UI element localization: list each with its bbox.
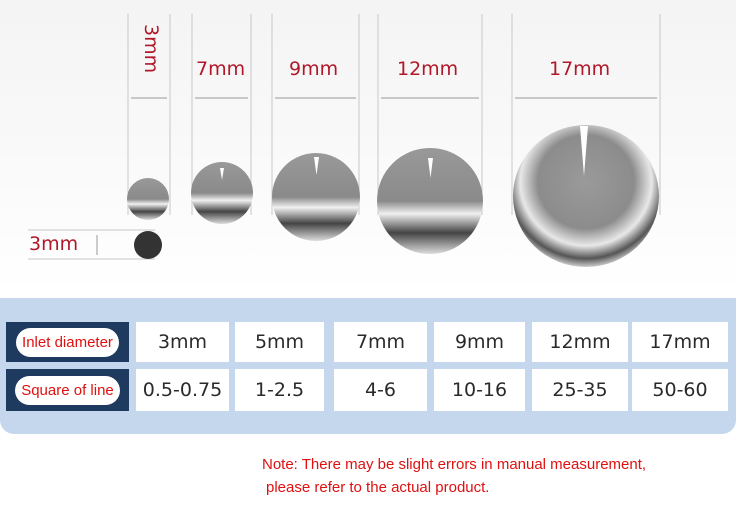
square-cell: 10-16 (434, 369, 525, 411)
terminal-9mm (272, 153, 360, 241)
header-square-of-line: Square of line (6, 369, 129, 411)
size-label-9mm: 9mm (289, 58, 339, 80)
terminal-7mm (191, 162, 253, 224)
terminal-3mm-side (134, 231, 162, 259)
inlet-cell: 7mm (334, 322, 427, 362)
spec-table-panel (0, 298, 736, 434)
header-inlet-diameter: Inlet diameter (6, 322, 129, 362)
square-cell: 25-35 (532, 369, 628, 411)
size-label-12mm: 12mm (397, 58, 459, 80)
note-line-2: please refer to the actual product. (266, 479, 490, 496)
square-cell: 4-6 (334, 369, 427, 411)
inlet-cell: 9mm (434, 322, 525, 362)
inlet-cell: 12mm (532, 322, 628, 362)
inlet-cell: 5mm (235, 322, 324, 362)
terminal-12mm (377, 148, 483, 254)
inlet-cell: 3mm (136, 322, 229, 362)
square-cell: 1-2.5 (235, 369, 324, 411)
size-label-7mm: 7mm (196, 58, 246, 80)
size-label-17mm: 17mm (549, 58, 611, 80)
note-line-1: Note: There may be slight errors in manu… (262, 456, 647, 473)
terminal-size-diagram (28, 14, 661, 267)
terminal-17mm (513, 125, 659, 267)
square-cell: 50-60 (632, 369, 728, 411)
inlet-cell: 17mm (632, 322, 728, 362)
square-cell: 0.5-0.75 (136, 369, 229, 411)
size-label-3mm: 3mm (140, 24, 162, 74)
terminal-3mm (127, 178, 169, 220)
height-label-3mm: 3mm (29, 233, 79, 255)
